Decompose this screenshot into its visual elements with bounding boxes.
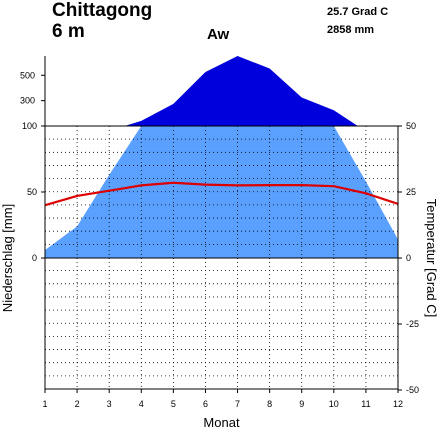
- x-tick-label: 9: [299, 399, 304, 409]
- x-tick-label: 4: [139, 399, 144, 409]
- y-right-tick-label: -25: [406, 319, 419, 329]
- x-tick-label: 11: [361, 399, 370, 409]
- x-tick-label: 8: [267, 399, 272, 409]
- x-tick-label: 10: [329, 399, 339, 409]
- y-right-tick-label: 50: [406, 121, 416, 131]
- perhumid-area: [124, 56, 358, 126]
- y-right-tick-label: 0: [406, 253, 411, 263]
- y-left-tick-label: 100: [22, 121, 37, 131]
- y-left-tick-label: 0: [32, 253, 37, 263]
- x-tick-label: 2: [75, 399, 80, 409]
- x-tick-label: 6: [203, 399, 208, 409]
- y-right-tick-label: -50: [406, 385, 419, 395]
- climate-class-label: Aw: [207, 26, 230, 43]
- y-right-tick-label: 25: [406, 187, 416, 197]
- x-tick-label: 12: [393, 399, 403, 409]
- y-left-tick-label: 300: [20, 96, 35, 106]
- temperature-line: [44, 181, 399, 207]
- station-name: Chittagong: [52, 0, 152, 21]
- y-left-tick-label: 50: [27, 187, 37, 197]
- x-tick-label: 3: [107, 399, 112, 409]
- x-tick-label: 5: [171, 399, 176, 409]
- y-axis-left-label: Niederschlag [mm]: [0, 204, 15, 312]
- annual-precipitation-label: 2858 mm: [327, 24, 374, 36]
- y-left-tick-label: 500: [20, 70, 35, 80]
- x-tick-label: 7: [235, 399, 240, 409]
- y-axis-right-label: Temperatur [Grad C]: [424, 199, 439, 318]
- x-tick-label: 1: [42, 399, 47, 409]
- x-axis-label: Monat: [203, 415, 240, 430]
- elevation-label: 6 m: [52, 21, 85, 42]
- mean-temperature-label: 25.7 Grad C: [327, 6, 388, 18]
